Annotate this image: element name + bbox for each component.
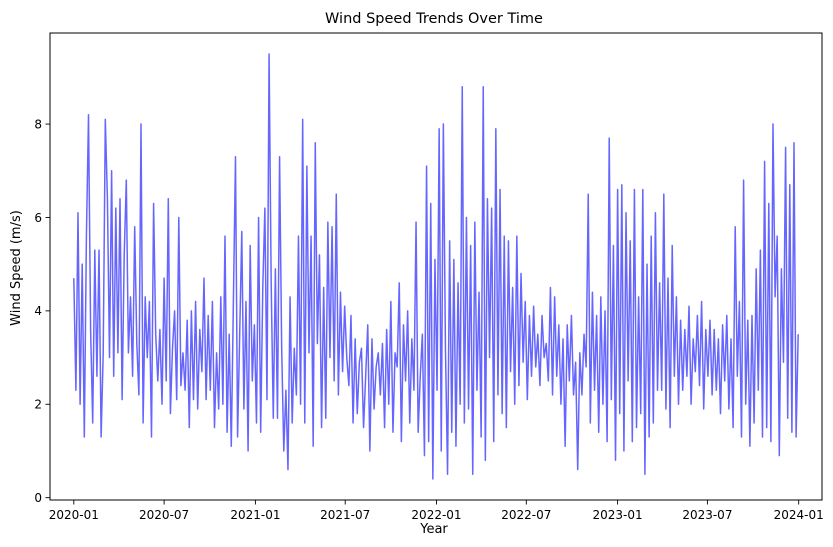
x-tick-label: 2021-07 bbox=[320, 508, 370, 522]
wind-speed-line bbox=[73, 53, 799, 480]
x-tick-label: 2020-01 bbox=[49, 508, 99, 522]
x-tick-label: 2022-07 bbox=[501, 508, 551, 522]
x-tick-label: 2022-01 bbox=[411, 508, 461, 522]
y-tick-label: 2 bbox=[34, 398, 42, 412]
x-tick-label: 2023-07 bbox=[682, 508, 732, 522]
y-tick-label: 4 bbox=[34, 304, 42, 318]
x-tick-label: 2023-01 bbox=[593, 508, 643, 522]
chart-title: Wind Speed Trends Over Time bbox=[325, 11, 543, 27]
x-axis: 2020-01 2020-07 2021-01 2021-07 2022-01 2022-… bbox=[49, 500, 824, 522]
x-tick-label: 2021-01 bbox=[230, 508, 280, 522]
y-tick-label: 6 bbox=[34, 211, 42, 225]
plot-frame bbox=[49, 32, 823, 501]
y-axis: 0 2 4 6 8 bbox=[34, 117, 50, 505]
y-tick-label: 0 bbox=[34, 491, 42, 505]
y-axis-label: Wind Speed (m/s) bbox=[9, 210, 24, 326]
x-tick-label: 2020-07 bbox=[139, 508, 189, 522]
x-tick-label: 2024-01 bbox=[774, 508, 824, 522]
plot-area bbox=[73, 53, 799, 480]
y-tick-label: 8 bbox=[34, 117, 42, 131]
x-axis-label: Year bbox=[419, 522, 448, 537]
